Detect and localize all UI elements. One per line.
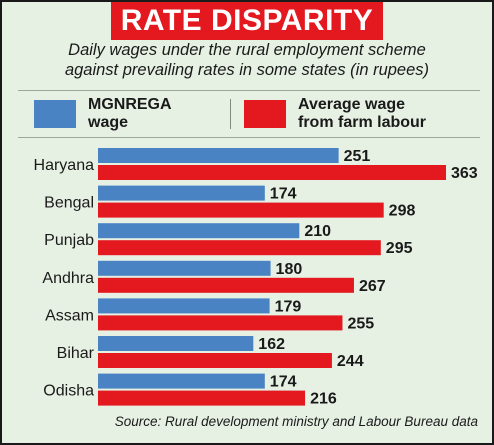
legend-label-farm-line-2: from farm labour bbox=[298, 114, 427, 131]
legend-label-mgnrega-line-2: wage bbox=[88, 114, 129, 131]
farm-wage-bar bbox=[98, 277, 354, 293]
category-label: Punjab bbox=[44, 232, 94, 249]
value-label: 267 bbox=[359, 278, 386, 295]
value-label: 255 bbox=[347, 315, 374, 332]
legend-label-mgnrega-line-1: MGNREGA bbox=[88, 96, 172, 113]
title-band: RATE DISPARITY bbox=[2, 2, 492, 40]
value-label: 251 bbox=[344, 148, 371, 165]
chart-subtitle: Daily wages under the rural employment s… bbox=[2, 40, 492, 80]
legend: MGNREGA wage Average wage from farm labo… bbox=[18, 90, 480, 138]
legend-label-mgnrega: MGNREGA wage bbox=[88, 96, 172, 132]
mgnrega-bar bbox=[98, 336, 254, 351]
category-label: Bihar bbox=[57, 345, 95, 362]
category-label: Haryana bbox=[34, 157, 95, 174]
legend-swatch-mgnrega bbox=[34, 100, 76, 128]
value-label: 180 bbox=[276, 261, 303, 278]
category-label: Assam bbox=[45, 307, 94, 324]
category-label: Andhra bbox=[42, 270, 94, 287]
mgnrega-bar bbox=[98, 223, 300, 239]
value-label: 244 bbox=[337, 353, 364, 370]
value-label: 295 bbox=[386, 240, 413, 257]
chart-title: RATE DISPARITY bbox=[110, 2, 384, 40]
value-label: 210 bbox=[304, 223, 331, 240]
value-label: 298 bbox=[389, 203, 416, 220]
mgnrega-bar bbox=[98, 185, 265, 201]
value-label: 174 bbox=[270, 186, 297, 203]
value-label: 174 bbox=[270, 374, 297, 391]
mgnrega-bar bbox=[98, 260, 271, 276]
legend-swatch-farm bbox=[244, 100, 286, 128]
legend-divider bbox=[230, 99, 231, 129]
farm-wage-bar bbox=[98, 202, 384, 218]
value-label: 216 bbox=[310, 391, 337, 408]
value-label: 162 bbox=[258, 336, 285, 353]
value-label: 363 bbox=[451, 165, 478, 182]
bar-chart: Haryana 251 363 Bengal 174 298 Punjab 210 295 And… bbox=[34, 148, 478, 408]
legend-label-farm-line-1: Average wage bbox=[298, 96, 406, 113]
value-label: 179 bbox=[275, 298, 302, 315]
subtitle-line-2: against prevailing rates in some states … bbox=[64, 61, 430, 79]
source-note: Source: Rural development ministry and L… bbox=[114, 414, 478, 429]
mgnrega-bar bbox=[98, 148, 339, 163]
farm-wage-bar bbox=[98, 315, 343, 331]
mgnrega-bar bbox=[98, 298, 270, 314]
farm-wage-bar bbox=[98, 165, 446, 180]
legend-label-farm: Average wage from farm labour bbox=[298, 96, 426, 132]
farm-wage-bar bbox=[98, 240, 381, 256]
farm-wage-bar bbox=[98, 390, 306, 406]
category-label: Odisha bbox=[43, 383, 94, 400]
mgnrega-bar bbox=[98, 373, 265, 389]
category-label: Bengal bbox=[44, 195, 94, 212]
farm-wage-bar bbox=[98, 353, 332, 368]
subtitle-line-1: Daily wages under the rural employment s… bbox=[68, 41, 426, 59]
